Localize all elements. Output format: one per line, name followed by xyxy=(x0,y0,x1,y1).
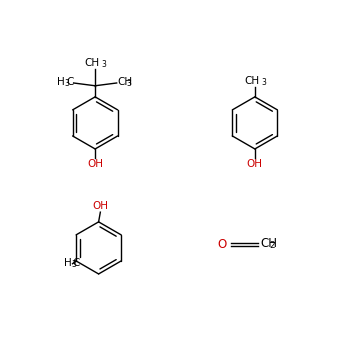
Text: 3: 3 xyxy=(71,260,76,269)
Text: CH: CH xyxy=(245,76,260,86)
Text: 2: 2 xyxy=(270,241,275,250)
Text: H: H xyxy=(64,258,71,268)
Text: C: C xyxy=(66,77,73,87)
Text: 3: 3 xyxy=(126,79,131,88)
Text: CH: CH xyxy=(117,77,132,87)
Text: OH: OH xyxy=(92,201,108,211)
Text: CH: CH xyxy=(85,58,100,68)
Text: 3: 3 xyxy=(261,78,266,88)
Text: C: C xyxy=(73,258,80,268)
Text: O: O xyxy=(218,238,227,251)
Text: OH: OH xyxy=(87,159,103,169)
Text: H: H xyxy=(57,77,65,87)
Text: OH: OH xyxy=(247,159,263,169)
Text: 3: 3 xyxy=(64,79,69,88)
Text: CH: CH xyxy=(260,237,277,250)
Text: 3: 3 xyxy=(102,61,107,69)
